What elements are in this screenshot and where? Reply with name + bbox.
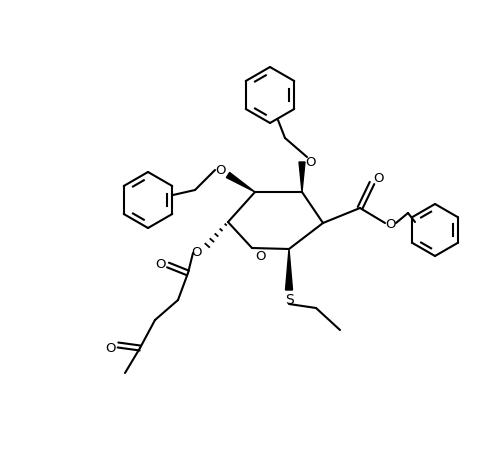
Text: O: O — [105, 341, 115, 354]
Text: O: O — [191, 246, 201, 259]
Text: O: O — [373, 171, 384, 184]
Text: O: O — [386, 219, 396, 232]
Text: S: S — [284, 293, 294, 307]
Polygon shape — [299, 162, 305, 192]
Text: O: O — [155, 259, 165, 271]
Text: O: O — [255, 249, 265, 262]
Polygon shape — [226, 172, 255, 192]
Polygon shape — [286, 249, 292, 290]
Text: O: O — [215, 163, 225, 177]
Text: O: O — [306, 156, 316, 169]
